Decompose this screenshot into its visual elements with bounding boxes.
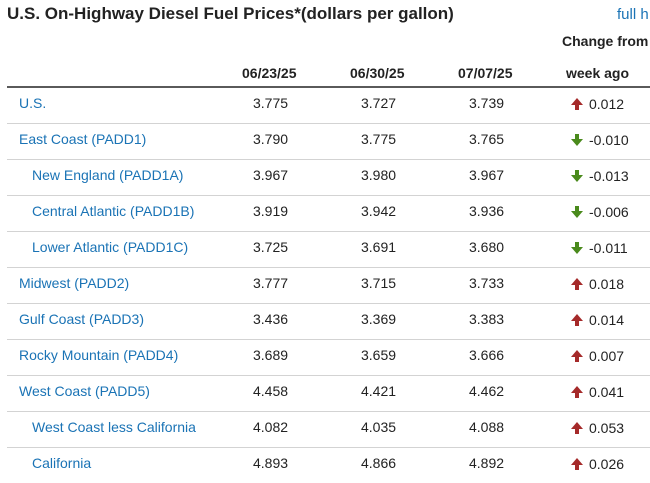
price-cell: 3.689: [253, 347, 289, 363]
table-row: Gulf Coast (PADD3) 3.436 3.369 3.383 0.014: [7, 303, 650, 340]
date-header-3: 07/07/25: [458, 65, 513, 81]
change-cell: 0.018: [570, 276, 624, 292]
change-value: 0.007: [589, 348, 625, 364]
change-value: -0.013: [589, 168, 629, 184]
header-divider: [7, 86, 650, 88]
price-cell: 3.739: [469, 95, 505, 111]
change-cell: -0.006: [570, 204, 629, 220]
arrow-down-icon: [571, 206, 583, 218]
price-cell: 3.383: [469, 311, 505, 327]
price-cell: 3.733: [469, 275, 505, 291]
price-cell: 4.421: [361, 383, 397, 399]
change-cell: 0.007: [570, 348, 624, 364]
price-cell: 3.691: [361, 239, 397, 255]
change-value: 0.012: [589, 96, 625, 112]
price-cell: 3.790: [253, 131, 289, 147]
price-cell: 4.462: [469, 383, 505, 399]
change-cell: 0.053: [570, 420, 624, 436]
price-cell: 3.775: [253, 95, 289, 111]
price-cell: 3.715: [361, 275, 397, 291]
change-header-line2: week ago: [566, 65, 630, 81]
arrow-up-icon: [571, 386, 583, 398]
change-value: -0.010: [589, 132, 629, 148]
change-value: -0.006: [589, 204, 629, 220]
page-title: U.S. On-Highway Diesel Fuel Prices*(doll…: [7, 4, 454, 23]
change-cell: 0.026: [570, 456, 624, 472]
price-cell: 3.727: [361, 95, 397, 111]
price-cell: 3.942: [361, 203, 397, 219]
table-row: Midwest (PADD2) 3.777 3.715 3.733 0.018: [7, 267, 650, 304]
price-cell: 4.088: [469, 419, 505, 435]
region-link[interactable]: Lower Atlantic (PADD1C): [32, 239, 189, 255]
price-cell: 4.893: [253, 455, 289, 471]
arrow-up-icon: [571, 314, 583, 326]
price-cell: 4.082: [253, 419, 289, 435]
change-header-line1: Change from: [562, 33, 649, 49]
table-row: West Coast (PADD5) 4.458 4.421 4.462 0.041: [7, 375, 650, 412]
arrow-down-icon: [571, 170, 583, 182]
price-cell: 4.035: [361, 419, 397, 435]
region-link[interactable]: New England (PADD1A): [32, 167, 184, 183]
change-value: -0.011: [589, 240, 628, 256]
table-row: California 4.893 4.866 4.892 0.026: [7, 447, 650, 483]
change-cell: -0.011: [570, 240, 628, 256]
price-cell: 3.659: [361, 347, 397, 363]
arrow-down-icon: [571, 134, 583, 146]
change-value: 0.041: [589, 384, 625, 400]
price-cell: 3.436: [253, 311, 289, 327]
table-row: West Coast less California 4.082 4.035 4.08…: [7, 411, 650, 448]
region-link[interactable]: Gulf Coast (PADD3): [19, 311, 144, 327]
price-cell: 3.936: [469, 203, 505, 219]
region-link[interactable]: West Coast less California: [32, 419, 196, 435]
date-header-2: 06/30/25: [350, 65, 405, 81]
change-cell: 0.041: [570, 384, 624, 400]
arrow-up-icon: [571, 278, 583, 290]
change-value: 0.026: [589, 456, 625, 472]
change-value: 0.018: [589, 276, 625, 292]
arrow-up-icon: [571, 98, 583, 110]
price-cell: 3.369: [361, 311, 397, 327]
region-link[interactable]: East Coast (PADD1): [19, 131, 147, 147]
price-cell: 4.866: [361, 455, 397, 471]
region-link[interactable]: Central Atlantic (PADD1B): [32, 203, 195, 219]
arrow-up-icon: [571, 422, 583, 434]
change-cell: 0.014: [570, 312, 624, 328]
price-cell: 3.680: [469, 239, 505, 255]
price-cell: 3.775: [361, 131, 397, 147]
table-row: East Coast (PADD1) 3.790 3.775 3.765 -0.010: [7, 123, 650, 160]
table-row: Rocky Mountain (PADD4) 3.689 3.659 3.666 0.0…: [7, 339, 650, 376]
region-link[interactable]: Rocky Mountain (PADD4): [19, 347, 179, 363]
price-cell: 3.765: [469, 131, 505, 147]
price-cell: 3.777: [253, 275, 289, 291]
price-cell: 3.919: [253, 203, 289, 219]
table-row: Central Atlantic (PADD1B) 3.919 3.942 3.936…: [7, 195, 650, 232]
table-row: New England (PADD1A) 3.967 3.980 3.967 -0.01…: [7, 159, 650, 196]
table-row: U.S. 3.775 3.727 3.739 0.012: [7, 87, 650, 124]
price-cell: 3.967: [469, 167, 505, 183]
price-cell: 4.458: [253, 383, 289, 399]
arrow-down-icon: [571, 242, 583, 254]
price-cell: 3.725: [253, 239, 289, 255]
region-link[interactable]: U.S.: [19, 95, 47, 111]
change-value: 0.053: [589, 420, 625, 436]
change-cell: -0.010: [570, 132, 629, 148]
arrow-up-icon: [571, 350, 583, 362]
region-link[interactable]: Midwest (PADD2): [19, 275, 130, 291]
region-link[interactable]: West Coast (PADD5): [19, 383, 150, 399]
change-cell: 0.012: [570, 96, 624, 112]
price-cell: 3.967: [253, 167, 289, 183]
date-header-1: 06/23/25: [242, 65, 297, 81]
region-link[interactable]: California: [32, 455, 92, 471]
change-cell: -0.013: [570, 168, 629, 184]
price-cell: 3.980: [361, 167, 397, 183]
change-value: 0.014: [589, 312, 625, 328]
price-cell: 3.666: [469, 347, 505, 363]
table-row: Lower Atlantic (PADD1C) 3.725 3.691 3.680 -0…: [7, 231, 650, 268]
price-cell: 4.892: [469, 455, 505, 471]
full-history-link[interactable]: full h: [617, 6, 649, 23]
arrow-up-icon: [571, 458, 583, 470]
